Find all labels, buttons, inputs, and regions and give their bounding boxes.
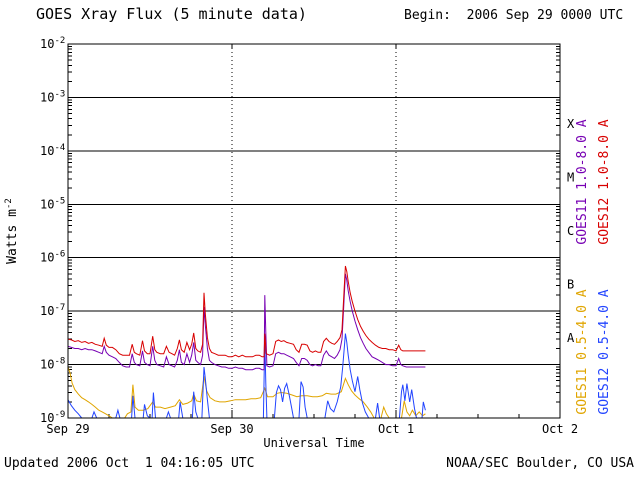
series-line [142, 404, 151, 419]
y-tick-label: 10-2 [40, 36, 65, 51]
axis-ticks [67, 44, 561, 418]
x-axis-title: Universal Time [263, 436, 364, 450]
series-side-label: GOES11 0.5-4.0 A [575, 289, 590, 414]
flux-class-label: A [567, 331, 575, 345]
chart-title: GOES Xray Flux (5 minute data) [36, 5, 307, 23]
series-line [398, 383, 417, 419]
series-line [262, 337, 268, 419]
y-tick-label: 10-7 [40, 303, 65, 318]
flux-class-label: B [567, 277, 574, 291]
series-goes11-1-0-8-0-a [67, 273, 426, 371]
series-line [165, 410, 171, 419]
flux-class-label: C [567, 224, 574, 238]
grid [68, 44, 560, 418]
series-line [401, 400, 426, 419]
x-tick-label: Oct 1 [378, 422, 414, 436]
series-line [67, 273, 426, 371]
series-line [421, 401, 426, 419]
flux-class-label: M [567, 171, 574, 185]
series-line [375, 403, 381, 419]
series-goes12-1-0-8-0-a [67, 265, 426, 358]
series-line [124, 376, 375, 419]
y-tick-label: 10-8 [40, 357, 65, 372]
y-tick-label: 10-5 [40, 196, 65, 211]
series-line [91, 410, 98, 419]
series-line [115, 408, 121, 419]
series-line [67, 366, 113, 419]
series-line [131, 395, 136, 419]
series-goes11-0-5-4-0-a [67, 366, 426, 419]
flux-class-label: X [567, 117, 575, 131]
plot-frame [67, 43, 561, 419]
series-line [298, 381, 308, 419]
series-goes12-0-5-4-0-a [67, 333, 426, 419]
series-line [191, 391, 199, 419]
series-line [67, 265, 426, 358]
series-line [67, 399, 83, 419]
y-tick-label: 10-4 [40, 143, 65, 158]
series-line [201, 366, 210, 419]
series-line [380, 405, 390, 419]
y-tick-label: 10-3 [40, 89, 65, 104]
series-side-label: GOES11 1.0-8.0 A [575, 119, 590, 244]
y-axis-title: Watts m-2 [4, 198, 20, 264]
x-tick-label: Oct 2 [542, 422, 578, 436]
y-tick-label: 10-6 [40, 250, 65, 265]
updated-timestamp: Updated 2006 Oct 1 04:16:05 UTC [4, 456, 255, 471]
begin-time-label: Begin: 2006 Sep 29 0000 UTC [404, 8, 624, 23]
series-line [151, 392, 156, 419]
series-line [178, 401, 184, 419]
series-line [324, 333, 370, 419]
series-side-label: GOES12 0.5-4.0 A [597, 289, 612, 414]
data-source-label: NOAA/SEC Boulder, CO USA [446, 456, 634, 471]
x-tick-label: Sep 29 [46, 422, 89, 436]
series-side-label: GOES12 1.0-8.0 A [597, 119, 612, 244]
series-line [273, 382, 294, 419]
x-tick-label: Sep 30 [210, 422, 253, 436]
